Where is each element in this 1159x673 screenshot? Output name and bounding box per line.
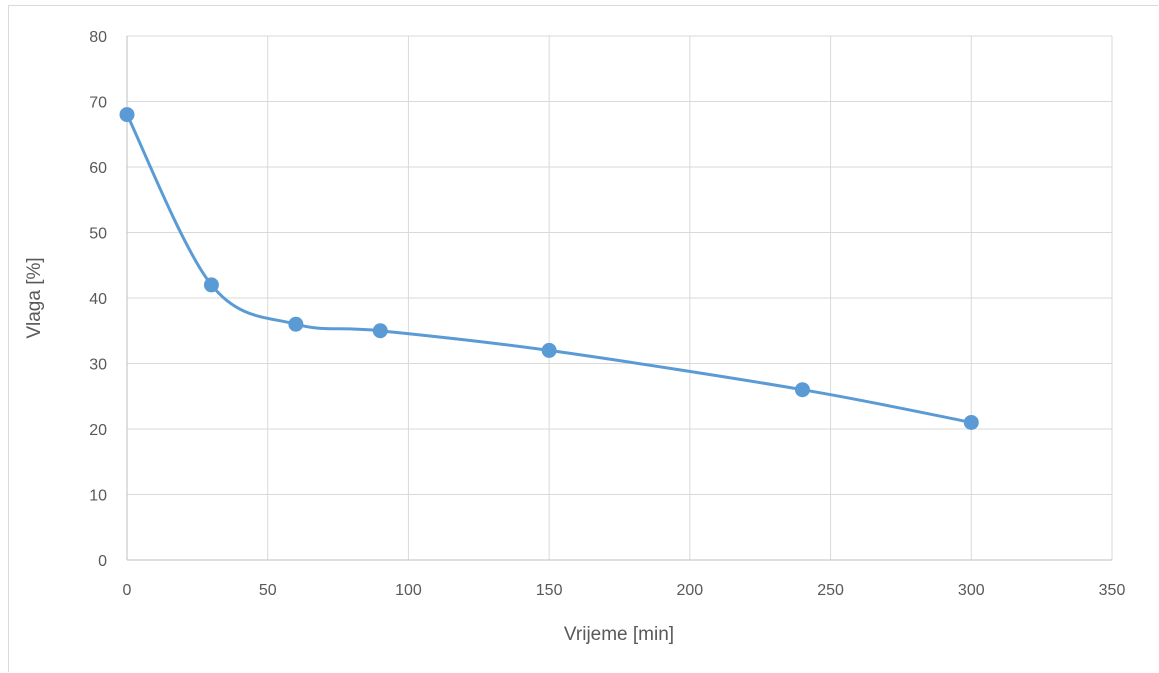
chart-frame [8,5,1158,672]
data-point-240 [794,382,810,398]
y-tick-label-20: 20 [89,422,107,439]
y-tick-label-60: 60 [89,160,107,177]
x-axis-title: Vrijeme [min] [564,624,674,645]
x-tick-label-0: 0 [123,582,132,599]
y-tick-label-0: 0 [98,553,107,570]
y-tick-label-70: 70 [89,95,107,112]
x-tick-label-250: 250 [817,582,844,599]
x-tick-label-350: 350 [1099,582,1126,599]
data-point-300 [963,414,979,430]
axes [126,36,1112,561]
y-tick-label-10: 10 [89,488,107,505]
y-tick-label-50: 50 [89,226,107,243]
x-tick-label-300: 300 [958,582,985,599]
y-tick-label-40: 40 [89,291,107,308]
x-tick-label-100: 100 [395,582,422,599]
data-point-60 [288,316,304,332]
series-layer [119,107,979,430]
x-tick-label-150: 150 [536,582,563,599]
data-point-150 [541,342,557,358]
x-tick-label-200: 200 [677,582,704,599]
data-point-30 [203,277,219,293]
y-axis-title: Vlaga [%] [24,257,45,338]
x-tick-label-50: 50 [259,582,277,599]
y-tick-labels: 0 10 20 30 40 50 60 70 80 [89,29,107,570]
data-point-0 [119,107,135,123]
data-point-90 [372,323,388,339]
y-tick-label-30: 30 [89,357,107,374]
horizontal-gridlines [127,35,1112,495]
x-tick-labels: 0 50 100 150 200 250 300 350 [123,582,1126,599]
y-tick-label-80: 80 [89,29,107,46]
